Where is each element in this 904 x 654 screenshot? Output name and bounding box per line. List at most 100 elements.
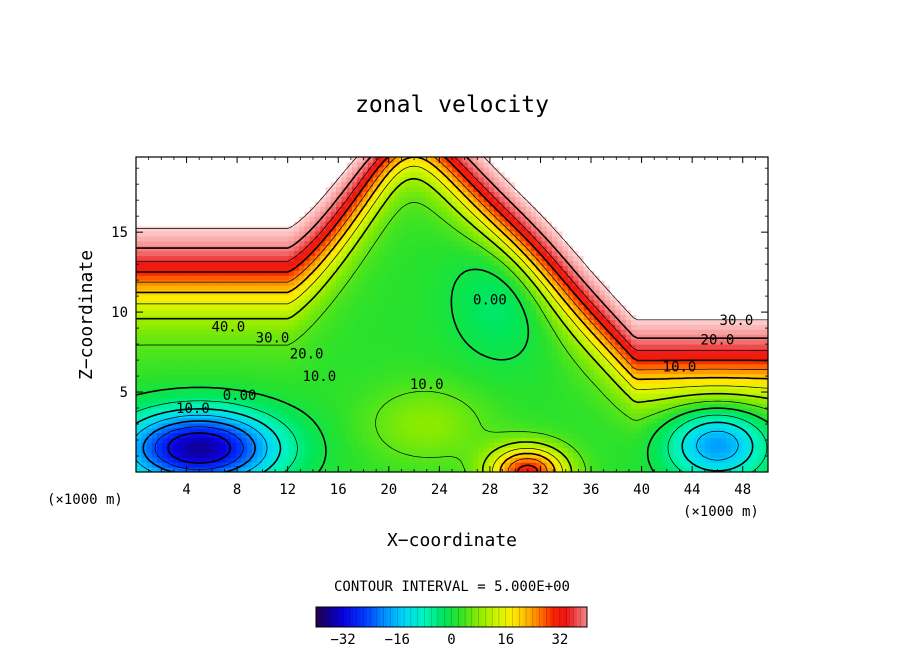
field-cell [204, 171, 211, 178]
field-cell [209, 230, 216, 237]
field-cell [136, 403, 142, 409]
field-cell [215, 284, 221, 291]
field-cell [262, 427, 269, 434]
field-cell [320, 344, 327, 350]
field-cell [515, 437, 522, 444]
field-cell [167, 235, 174, 242]
field-cell [315, 403, 321, 409]
field-cell [404, 324, 411, 330]
field-cell [236, 363, 242, 370]
field-cell [257, 309, 263, 316]
field-cell [399, 294, 406, 301]
field-cell [462, 447, 469, 453]
field-cell [373, 368, 379, 375]
field-cell [452, 304, 458, 311]
field-cell [272, 339, 279, 345]
field-cell [199, 408, 206, 414]
field-cell [246, 161, 253, 168]
field-cell [367, 275, 374, 281]
field-cell [441, 230, 448, 237]
field-cell [373, 275, 379, 281]
field-cell [199, 240, 206, 247]
field-cell [394, 348, 400, 355]
field-cell [504, 157, 511, 163]
field-cell [288, 255, 295, 261]
field-cell [425, 398, 432, 404]
field-cell [325, 339, 332, 345]
field-cell [288, 348, 295, 355]
field-cell [404, 467, 411, 472]
field-cell [325, 442, 332, 448]
field-cell [409, 186, 416, 193]
field-cell [315, 398, 321, 404]
field-cell [525, 363, 532, 370]
field-cell [357, 284, 364, 291]
field-cell [509, 334, 516, 340]
field-cell [225, 176, 232, 183]
field-cell [183, 447, 190, 453]
field-cell [320, 230, 327, 237]
field-cell [162, 373, 169, 380]
field-cell [452, 211, 458, 217]
field-cell [146, 235, 153, 242]
field-cell [425, 378, 432, 384]
field-cell [141, 280, 148, 286]
field-cell [262, 324, 269, 330]
field-cell [157, 442, 163, 448]
field-cell [204, 284, 211, 291]
field-cell [441, 393, 448, 399]
field-cell [236, 309, 242, 316]
field-cell [209, 462, 216, 468]
field-cell [188, 344, 195, 350]
field-cell [315, 378, 321, 384]
field-cell [288, 452, 295, 458]
field-cell [151, 467, 158, 472]
field-cell [288, 294, 295, 301]
field-cell [373, 432, 379, 439]
field-cell [157, 363, 163, 370]
field-cell [457, 427, 464, 434]
field-cell [230, 339, 237, 345]
field-cell [215, 250, 221, 257]
field-cell [536, 358, 543, 365]
field-cell [430, 334, 437, 340]
field-cell [188, 348, 195, 355]
field-cell [520, 452, 527, 458]
field-cell [531, 427, 537, 434]
field-cell [536, 348, 543, 355]
field-cell [246, 383, 253, 389]
field-cell [204, 235, 211, 242]
field-cell [357, 427, 364, 434]
field-cell [262, 191, 269, 197]
field-cell [294, 289, 300, 296]
field-cell [309, 432, 316, 439]
field-cell [199, 383, 206, 389]
field-cell [257, 393, 263, 399]
field-cell [388, 467, 395, 472]
field-cell [193, 447, 200, 453]
field-cell [251, 383, 258, 389]
field-cell [136, 275, 142, 281]
field-cell [193, 166, 200, 173]
field-cell [430, 157, 437, 163]
field-cell [378, 329, 385, 335]
field-cell [209, 171, 216, 178]
field-cell [167, 280, 174, 286]
field-cell [436, 324, 443, 330]
field-cell [204, 348, 211, 355]
field-cell [151, 329, 158, 335]
field-cell [441, 294, 448, 301]
field-cell [283, 275, 290, 281]
field-cell [367, 255, 374, 261]
field-cell [209, 393, 216, 399]
field-cell [157, 417, 163, 424]
field-cell [283, 353, 290, 360]
field-cell [146, 186, 153, 193]
field-cell [383, 191, 390, 197]
field-cell [267, 432, 274, 439]
field-cell [367, 211, 374, 217]
field-cell [299, 437, 306, 444]
field-cell [499, 348, 506, 355]
field-cell [504, 324, 511, 330]
field-cell [215, 260, 221, 266]
